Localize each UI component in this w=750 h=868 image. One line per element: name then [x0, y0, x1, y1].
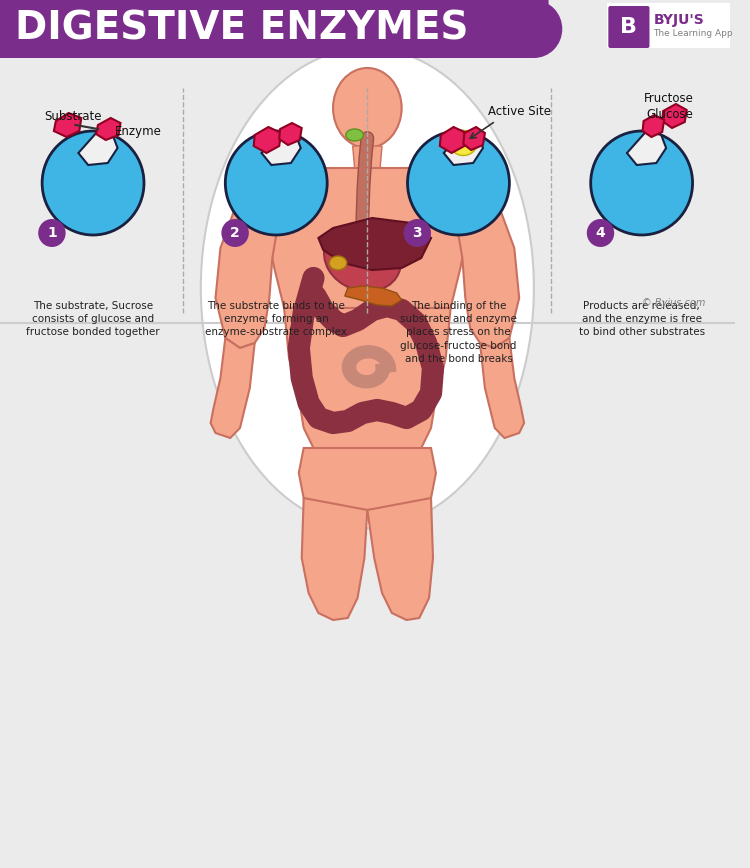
Circle shape — [225, 131, 327, 235]
Polygon shape — [345, 286, 402, 306]
Bar — [608, 3, 730, 48]
Ellipse shape — [333, 68, 402, 148]
Text: The substrate binds to the
enzyme, forming an
enzyme-substrate complex: The substrate binds to the enzyme, formi… — [206, 301, 347, 338]
FancyBboxPatch shape — [608, 6, 650, 48]
Polygon shape — [54, 113, 81, 137]
Polygon shape — [265, 168, 470, 308]
Polygon shape — [215, 168, 284, 348]
Polygon shape — [78, 131, 118, 165]
Polygon shape — [211, 338, 255, 438]
Polygon shape — [318, 218, 431, 270]
Text: The substrate, Sucrose
consists of glucose and
fructose bonded together: The substrate, Sucrose consists of gluco… — [26, 301, 160, 338]
Circle shape — [407, 131, 509, 235]
Polygon shape — [662, 104, 687, 128]
Polygon shape — [298, 448, 436, 510]
Text: The Learning App: The Learning App — [653, 29, 733, 37]
Circle shape — [591, 131, 692, 235]
Text: 1: 1 — [47, 226, 57, 240]
Ellipse shape — [329, 256, 346, 270]
Polygon shape — [352, 146, 382, 168]
Text: 4: 4 — [596, 226, 605, 240]
Polygon shape — [464, 127, 485, 150]
Polygon shape — [451, 168, 519, 348]
Polygon shape — [284, 308, 451, 453]
Polygon shape — [368, 498, 433, 620]
Text: Fructose: Fructose — [644, 92, 694, 105]
Circle shape — [42, 131, 144, 235]
Polygon shape — [279, 123, 302, 145]
Polygon shape — [96, 118, 121, 140]
Text: Glucose: Glucose — [646, 108, 694, 121]
Ellipse shape — [450, 130, 477, 155]
Polygon shape — [480, 338, 524, 438]
Text: Enzyme: Enzyme — [115, 125, 161, 138]
Polygon shape — [0, 0, 548, 58]
Circle shape — [221, 219, 249, 247]
Ellipse shape — [346, 129, 364, 141]
Text: DIGESTIVE ENZYMES: DIGESTIVE ENZYMES — [15, 10, 468, 48]
Text: The binding of the
substrate and enzyme
places stress on the
glucose-fructose bo: The binding of the substrate and enzyme … — [400, 301, 517, 364]
Circle shape — [506, 0, 562, 58]
Polygon shape — [440, 127, 466, 153]
Polygon shape — [627, 131, 666, 165]
Circle shape — [404, 219, 431, 247]
Text: 3: 3 — [413, 226, 422, 240]
Ellipse shape — [324, 225, 400, 292]
Text: © Byjus.com: © Byjus.com — [642, 298, 705, 308]
Text: Substrate: Substrate — [45, 110, 102, 123]
Polygon shape — [302, 498, 368, 620]
Polygon shape — [254, 127, 281, 153]
Circle shape — [586, 219, 614, 247]
Polygon shape — [444, 131, 483, 165]
Bar — [0, 0, 534, 58]
Text: 2: 2 — [230, 226, 240, 240]
Ellipse shape — [201, 48, 534, 528]
Circle shape — [38, 219, 66, 247]
Text: B: B — [620, 17, 638, 37]
Text: Products are released,
and the enzyme is free
to bind other substrates: Products are released, and the enzyme is… — [578, 301, 705, 338]
Text: Active Site: Active Site — [488, 105, 550, 118]
Polygon shape — [262, 131, 301, 165]
Polygon shape — [643, 115, 664, 137]
Text: BYJU'S: BYJU'S — [653, 13, 704, 27]
